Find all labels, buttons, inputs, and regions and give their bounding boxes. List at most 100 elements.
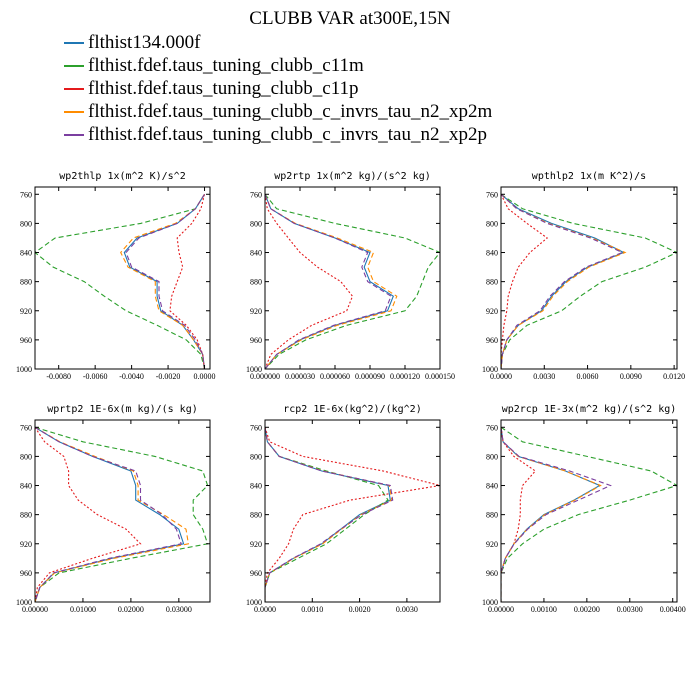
- series-group: [501, 426, 677, 602]
- x-tick-label: 0.0060: [577, 372, 599, 381]
- x-tick-label: 0.000060: [320, 372, 350, 381]
- y-tick-label: 1000: [16, 598, 32, 607]
- legend-swatch: [64, 110, 84, 113]
- y-tick-label: 1000: [246, 365, 262, 374]
- legend-swatch: [64, 87, 84, 90]
- series-line: [35, 426, 209, 602]
- series-group: [265, 427, 440, 602]
- y-tick-label: 1000: [482, 598, 498, 607]
- y-tick-label: 800: [20, 452, 32, 461]
- y-tick-label: 920: [486, 540, 498, 549]
- legend-label: flthist.fdef.taus_tuning_clubb_c11m: [88, 55, 364, 76]
- x-tick-label: 0.00000: [22, 605, 48, 614]
- legend-swatch: [64, 41, 84, 44]
- x-tick-label: 0.0030: [396, 605, 418, 614]
- y-tick-label: 920: [20, 540, 32, 549]
- y-tick-label: 880: [250, 278, 262, 287]
- x-tick-label: 0.000090: [355, 372, 385, 381]
- legend-entry: flthist134.000f: [64, 31, 492, 54]
- plot-frame: [34, 186, 211, 370]
- legend: flthist134.000f flthist.fdef.taus_tuning…: [64, 31, 492, 146]
- chart-panel: rcp2 1E-6x(kg^2)/(kg^2) 760 800 840 880 920 96…: [246, 404, 441, 614]
- x-tick-label: 0.0000: [194, 372, 216, 381]
- series-line: [265, 427, 440, 602]
- legend-entry: flthist.fdef.taus_tuning_clubb_c11m: [64, 54, 492, 77]
- y-tick-label: 800: [486, 452, 498, 461]
- x-tick-label: 0.0120: [663, 372, 685, 381]
- x-tick-label: 0.03000: [166, 605, 192, 614]
- y-tick-label: 960: [486, 336, 498, 345]
- x-tick-label: 0.0020: [349, 605, 371, 614]
- series-line: [123, 194, 206, 369]
- series-line: [265, 427, 389, 602]
- series-line: [265, 194, 354, 369]
- y-tick-label: 960: [250, 569, 262, 578]
- x-tick-label: 0.00300: [617, 605, 643, 614]
- panel-title: wp2rtp 1x(m^2 kg)/(s^2 kg): [274, 171, 431, 182]
- x-tick-label: 0.02000: [118, 605, 144, 614]
- y-tick-label: 840: [250, 249, 262, 258]
- y-tick-label: 760: [250, 190, 262, 199]
- series-line: [501, 193, 624, 369]
- y-tick-label: 960: [250, 336, 262, 345]
- x-tick-label: 0.0030: [533, 372, 555, 381]
- legend-entry: flthist.fdef.taus_tuning_clubb_c11p: [64, 77, 492, 100]
- x-tick-label: 0.00200: [574, 605, 600, 614]
- x-tick-label: -0.0060: [83, 372, 108, 381]
- y-tick-label: 840: [486, 249, 498, 258]
- x-tick-label: -0.0080: [46, 372, 71, 381]
- y-tick-label: 920: [250, 540, 262, 549]
- series-line: [35, 426, 190, 602]
- series-line: [169, 194, 206, 369]
- y-tick-label: 760: [20, 190, 32, 199]
- series-group: [265, 193, 440, 369]
- legend-label: flthist134.000f: [88, 32, 201, 53]
- y-tick-label: 760: [486, 423, 498, 432]
- panel-title: wp2thlp 1x(m^2 K)/s^2: [59, 171, 185, 182]
- legend-label: flthist.fdef.taus_tuning_clubb_c_invrs_t…: [88, 124, 487, 145]
- y-tick-label: 880: [20, 511, 32, 520]
- y-tick-label: 840: [486, 482, 498, 491]
- series-line: [265, 193, 440, 369]
- series-line: [120, 194, 206, 369]
- x-tick-label: 0.01000: [70, 605, 96, 614]
- y-tick-label: 760: [250, 423, 262, 432]
- series-line: [35, 426, 185, 602]
- legend-entry: flthist.fdef.taus_tuning_clubb_c_invrs_t…: [64, 100, 492, 123]
- x-tick-label: 0.0010: [301, 605, 323, 614]
- y-tick-label: 880: [20, 278, 32, 287]
- series-group: [35, 426, 209, 602]
- chart-panel: wp2rcp 1E-3x(m^2 kg)/(s^2 kg) 760 800 840 88…: [482, 404, 686, 614]
- chart-panel: wpthlp2 1x(m K^2)/s 760 800 840 880 920 960 100…: [482, 171, 685, 381]
- series-line: [501, 193, 677, 369]
- x-tick-label: 0.0090: [620, 372, 642, 381]
- series-line: [35, 426, 182, 602]
- x-tick-label: 0.000120: [390, 372, 420, 381]
- y-tick-label: 800: [486, 219, 498, 228]
- panel-title: wprtp2 1E-6x(m kg)/(s kg): [47, 404, 198, 415]
- y-tick-label: 760: [486, 190, 498, 199]
- y-tick-label: 840: [250, 482, 262, 491]
- panel-title: rcp2 1E-6x(kg^2)/(kg^2): [283, 404, 421, 415]
- series-line: [265, 427, 391, 602]
- series-line: [35, 194, 206, 369]
- y-tick-label: 920: [486, 307, 498, 316]
- chart-panel: wp2rtp 1x(m^2 kg)/(s^2 kg) 760 800 840 880 92…: [246, 171, 455, 381]
- legend-entry: flthist.fdef.taus_tuning_clubb_c_invrs_t…: [64, 123, 492, 146]
- y-tick-label: 800: [250, 452, 262, 461]
- x-tick-label: 0.000150: [425, 372, 455, 381]
- series-group: [501, 193, 677, 369]
- series-line: [265, 194, 392, 369]
- y-tick-label: 960: [20, 336, 32, 345]
- series-line: [35, 426, 142, 602]
- chart-title: CLUBB VAR at300E,15N: [249, 8, 451, 29]
- x-tick-label: 0.0000: [490, 372, 512, 381]
- series-line: [125, 194, 206, 369]
- x-tick-label: 0.00400: [660, 605, 686, 614]
- legend-swatch: [64, 64, 84, 67]
- plot-frame: [500, 419, 678, 603]
- y-tick-label: 880: [250, 511, 262, 520]
- series-line: [501, 427, 612, 602]
- series-line: [501, 427, 537, 602]
